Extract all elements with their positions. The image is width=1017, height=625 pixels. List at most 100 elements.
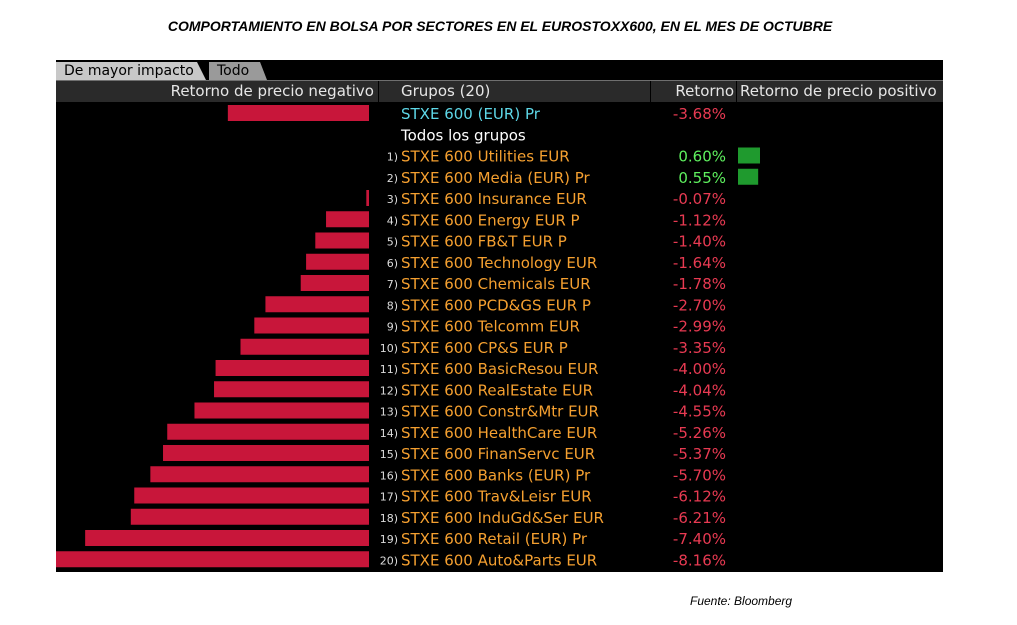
sector-name[interactable]: STXE 600 Insurance EUR	[401, 190, 587, 208]
sector-name[interactable]: STXE 600 Chemicals EUR	[401, 275, 591, 293]
row-number: 12)	[380, 384, 398, 397]
row-number: 10)	[380, 342, 398, 355]
header-negative-return[interactable]: Retorno de precio negativo	[170, 82, 374, 100]
tab-bar: De mayor impacto Todo	[56, 60, 943, 80]
negative-return-bar	[56, 551, 369, 568]
header-separator	[378, 81, 379, 102]
negative-return-bar	[150, 466, 369, 483]
sector-return-value: -0.07%	[673, 190, 726, 208]
sector-return-value: -1.78%	[673, 275, 726, 293]
sector-return-value: -3.35%	[673, 339, 726, 357]
sector-return-value: -4.04%	[673, 381, 726, 399]
sector-return-value: 0.60%	[678, 148, 726, 166]
negative-return-bar	[315, 232, 369, 249]
row-number: 16)	[380, 469, 398, 482]
tab-de-mayor-impacto[interactable]: De mayor impacto	[56, 62, 206, 80]
header-positive-return[interactable]: Retorno de precio positivo	[740, 82, 937, 100]
index-name[interactable]: STXE 600 (EUR) Pr	[401, 105, 541, 123]
row-number: 2)	[387, 172, 398, 185]
index-return-value: -3.68%	[673, 105, 726, 123]
positive-return-bar	[738, 147, 760, 164]
sector-return-value: -4.55%	[673, 403, 726, 421]
sector-name[interactable]: STXE 600 Energy EUR P	[401, 211, 580, 229]
sector-name[interactable]: STXE 600 Constr&Mtr EUR	[401, 403, 599, 421]
source-note: Fuente: Bloomberg	[690, 594, 793, 608]
negative-return-bar	[163, 445, 369, 461]
sector-return-value: -2.99%	[673, 318, 726, 336]
sector-return-value: -1.12%	[673, 211, 726, 229]
row-number: 6)	[387, 257, 398, 270]
sector-name[interactable]: STXE 600 Media (EUR) Pr	[401, 169, 591, 187]
sector-return-value: -5.37%	[673, 445, 726, 463]
header-separator	[736, 81, 737, 102]
negative-return-bar	[227, 105, 369, 121]
sector-name[interactable]: STXE 600 HealthCare EUR	[401, 424, 597, 442]
sector-name[interactable]: STXE 600 Auto&Parts EUR	[401, 551, 597, 569]
header-separator	[650, 81, 651, 102]
header-return[interactable]: Retorno	[675, 82, 734, 100]
column-header: Retorno de precio negativo Grupos (20) R…	[56, 81, 943, 102]
row-number: 14)	[380, 427, 398, 440]
row-number: 9)	[387, 321, 398, 334]
sector-name[interactable]: STXE 600 Utilities EUR	[401, 148, 570, 166]
row-number: 4)	[387, 214, 398, 227]
sector-name[interactable]: STXE 600 PCD&GS EUR P	[401, 296, 591, 314]
sector-return-value: -6.21%	[673, 509, 726, 527]
negative-return-bar	[366, 190, 369, 206]
negative-return-bar	[254, 317, 369, 334]
negative-return-bar	[134, 487, 369, 504]
row-number: 17)	[380, 491, 398, 504]
sector-bar-chart: STXE 600 (EUR) Pr -3.68%Todos los grupos1…	[56, 105, 760, 569]
header-groups[interactable]: Grupos (20)	[401, 82, 491, 100]
sector-name[interactable]: STXE 600 FB&T EUR P	[401, 233, 567, 251]
row-number: 18)	[380, 512, 398, 525]
sector-return-value: -1.40%	[673, 233, 726, 251]
sector-name[interactable]: STXE 600 Retail (EUR) Pr	[401, 530, 588, 548]
row-number: 15)	[380, 448, 398, 461]
sector-name[interactable]: STXE 600 Banks (EUR) Pr	[401, 466, 591, 484]
row-number: 20)	[380, 554, 398, 567]
row-number: 8)	[387, 299, 398, 312]
sector-return-value: -7.40%	[673, 530, 726, 548]
positive-return-bar	[738, 168, 759, 185]
negative-return-bar	[167, 423, 369, 440]
group-label: Todos los grupos	[400, 126, 526, 144]
sector-return-value: -4.00%	[673, 360, 726, 378]
negative-return-bar	[326, 211, 369, 228]
sector-name[interactable]: STXE 600 Telcomm EUR	[401, 318, 580, 336]
negative-return-bar	[300, 275, 369, 291]
sector-return-value: -5.70%	[673, 466, 726, 484]
negative-return-bar	[130, 508, 369, 525]
sector-name[interactable]: STXE 600 Trav&Leisr EUR	[401, 488, 592, 506]
sector-return-value: -2.70%	[673, 296, 726, 314]
sector-return-value: 0.55%	[678, 169, 726, 187]
sector-name[interactable]: STXE 600 CP&S EUR P	[401, 339, 568, 357]
tab-todo[interactable]: Todo	[209, 62, 267, 80]
row-number: 19)	[380, 533, 398, 546]
negative-return-bar	[214, 381, 369, 398]
negative-return-bar	[85, 530, 369, 546]
bloomberg-panel: De mayor impacto Todo Retorno de precio …	[56, 60, 943, 572]
negative-return-bar	[194, 402, 369, 419]
sector-return-value: -8.16%	[673, 551, 726, 569]
row-number: 5)	[387, 236, 398, 249]
sector-return-value: -6.12%	[673, 488, 726, 506]
sector-name[interactable]: STXE 600 FinanServc EUR	[401, 445, 595, 463]
chart-title: COMPORTAMIENTO EN BOLSA POR SECTORES EN …	[167, 18, 833, 34]
sector-return-value: -5.26%	[673, 424, 726, 442]
row-number: 7)	[387, 278, 398, 291]
negative-return-bar	[240, 338, 369, 355]
sector-name[interactable]: STXE 600 BasicResou EUR	[401, 360, 598, 378]
tab-divider	[56, 80, 943, 81]
negative-return-bar	[306, 253, 369, 270]
sector-name[interactable]: STXE 600 RealEstate EUR	[401, 381, 593, 399]
sector-return-value: -1.64%	[673, 254, 726, 272]
negative-return-bar	[215, 360, 369, 376]
row-number: 1)	[387, 151, 398, 164]
row-number: 11)	[380, 363, 398, 376]
negative-return-bar	[265, 296, 369, 313]
sector-name[interactable]: STXE 600 Technology EUR	[401, 254, 597, 272]
sector-name[interactable]: STXE 600 InduGd&Ser EUR	[401, 509, 604, 527]
row-number: 13)	[380, 406, 398, 419]
row-number: 3)	[387, 193, 398, 206]
